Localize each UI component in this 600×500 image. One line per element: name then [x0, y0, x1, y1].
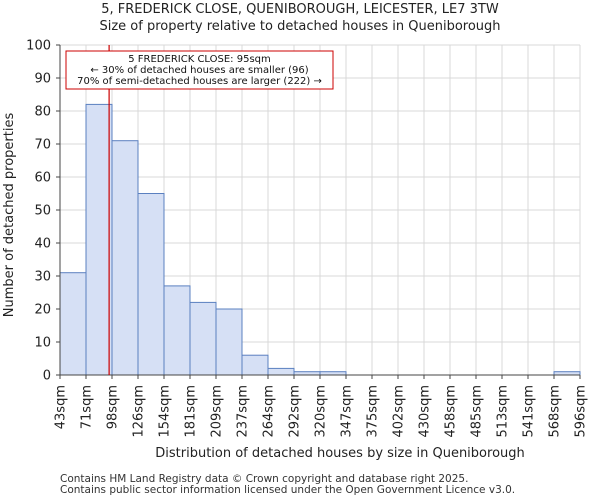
x-tick-label: 237sqm — [236, 385, 251, 438]
x-tick-label: 375sqm — [366, 385, 381, 438]
y-tick-label: 90 — [34, 72, 51, 87]
bar — [59, 272, 87, 376]
annotation-box — [65, 50, 334, 90]
chart-title: 5, FREDERICK CLOSE, QUENIBOROUGH, LEICES… — [101, 2, 499, 17]
y-tick-label: 40 — [34, 237, 51, 252]
x-tick-label: 485sqm — [470, 385, 485, 438]
x-tick-label: 98sqm — [106, 385, 121, 429]
footer-copyright: Contains HM Land Registry data © Crown c… — [60, 473, 469, 485]
bar — [163, 285, 191, 376]
x-tick-label: 181sqm — [184, 385, 199, 438]
annotation-line-1: 5 FREDERICK CLOSE: 95sqm — [128, 54, 271, 65]
bar — [241, 354, 269, 376]
bar — [137, 193, 165, 376]
annotation-line-2: ← 30% of detached houses are smaller (96… — [90, 65, 308, 76]
y-tick-label: 100 — [26, 39, 51, 54]
bar — [215, 308, 243, 376]
x-tick-label: 513sqm — [496, 385, 511, 438]
x-tick-label: 209sqm — [210, 385, 225, 438]
bar — [267, 367, 295, 376]
x-tick-label: 43sqm — [54, 385, 69, 429]
bar — [111, 140, 139, 376]
x-tick-label: 541sqm — [522, 385, 537, 438]
y-tick-label: 20 — [34, 303, 51, 318]
x-tick-label: 264sqm — [262, 385, 277, 438]
x-tick-label: 596sqm — [574, 385, 589, 438]
y-tick-label: 0 — [43, 369, 51, 384]
y-tick-label: 60 — [34, 171, 51, 186]
x-tick-label: 292sqm — [288, 385, 303, 438]
x-tick-label: 402sqm — [392, 385, 407, 438]
x-tick-label: 71sqm — [80, 385, 95, 429]
y-axis-label: Number of detached properties — [2, 113, 17, 318]
property-marker: 5 FREDERICK CLOSE: 95sqm ← 30% of detach… — [65, 45, 334, 375]
x-axis-label: Distribution of detached houses by size … — [155, 446, 525, 461]
axes: 0 10 20 30 40 50 60 70 80 90 100 43sqm 71sqm 98sqm 126… — [26, 39, 588, 438]
x-tick-label: 347sqm — [340, 385, 355, 438]
x-tick-label: 430sqm — [418, 385, 433, 438]
y-tick-label: 80 — [34, 105, 51, 120]
x-tick-label: 568sqm — [548, 385, 563, 438]
x-tick-label: 458sqm — [444, 385, 459, 438]
x-tick-label: 320sqm — [314, 385, 329, 438]
histogram-bars — [59, 103, 581, 376]
annotation-line-3: 70% of semi-detached houses are larger (… — [77, 76, 322, 87]
bar — [85, 103, 113, 376]
y-tick-label: 30 — [34, 270, 51, 285]
x-tick-label: 126sqm — [132, 385, 147, 438]
x-tick-label: 154sqm — [158, 385, 173, 438]
y-tick-label: 50 — [34, 204, 51, 219]
bar — [189, 301, 217, 376]
footer-licence: Contains public sector information licen… — [60, 484, 516, 496]
chart-subtitle: Size of property relative to detached ho… — [99, 19, 501, 34]
y-tick-label: 10 — [34, 336, 51, 351]
y-tick-label: 70 — [34, 138, 51, 153]
